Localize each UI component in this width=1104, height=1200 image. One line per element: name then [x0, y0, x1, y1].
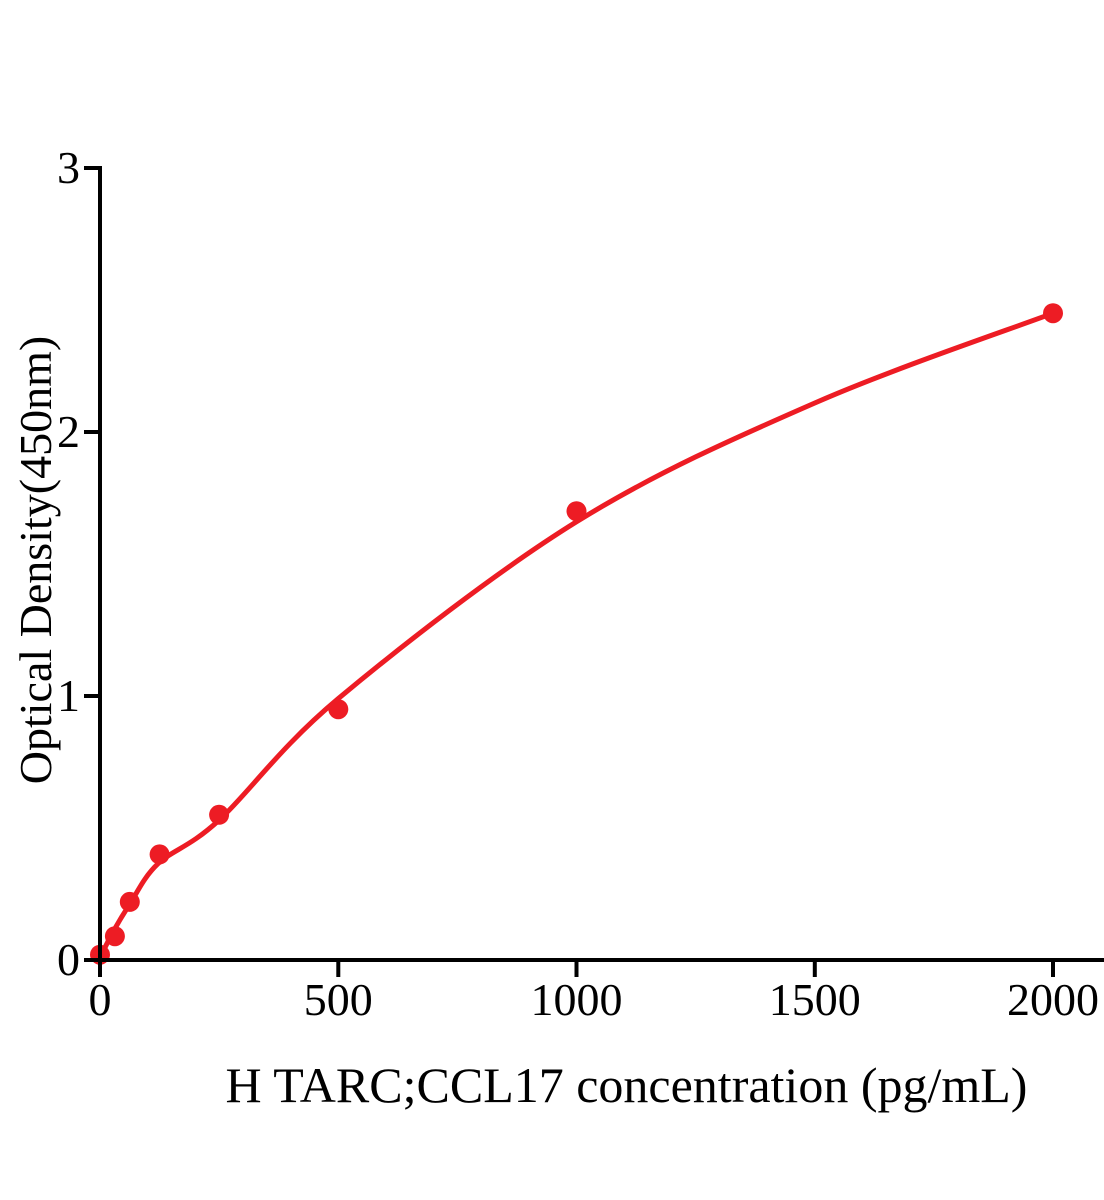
- y-tick-label: 3: [57, 142, 80, 193]
- data-point-dot: [328, 699, 349, 720]
- data-point-dot: [566, 501, 587, 522]
- data-point-dot: [119, 891, 140, 912]
- x-axis-title: H TARC;CCL17 concentration (pg/mL): [225, 1057, 1028, 1113]
- data-point-dot: [1043, 303, 1063, 324]
- x-tick-label: 1500: [768, 974, 861, 1025]
- y-tick-label: 2: [57, 406, 80, 457]
- standard-curve-path: [97, 310, 1056, 960]
- data-point-dot: [209, 804, 230, 825]
- x-tick-label: 0: [88, 974, 112, 1025]
- x-tick-label: 500: [303, 974, 373, 1025]
- y-axis-title: Optical Density(450nm): [10, 335, 61, 785]
- x-tick-label: 1000: [530, 974, 623, 1025]
- y-tick-label: 0: [57, 934, 80, 985]
- data-point-dot: [149, 844, 170, 865]
- x-tick-label: 2000: [1007, 974, 1099, 1025]
- data-point-dot: [104, 926, 125, 947]
- y-tick-label: 1: [57, 670, 80, 721]
